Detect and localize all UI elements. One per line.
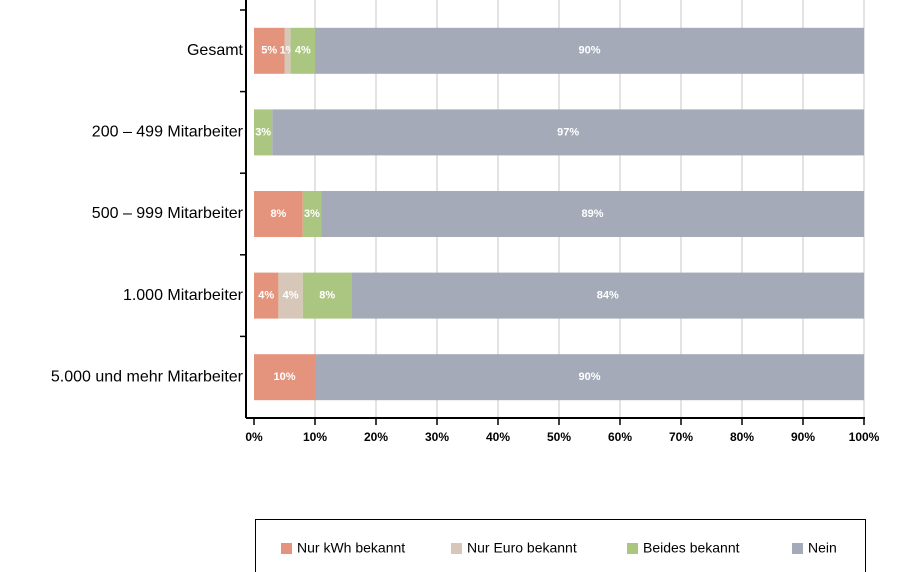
- bar-segment: [351, 272, 865, 319]
- data-label: 90%: [578, 45, 600, 57]
- x-tick-label: 20%: [364, 430, 388, 444]
- data-label: 3%: [304, 208, 320, 220]
- x-tick-label: 90%: [791, 430, 815, 444]
- data-label: 8%: [270, 208, 286, 220]
- x-tick-label: 50%: [547, 430, 571, 444]
- legend-swatch: [792, 543, 803, 554]
- bar-segment: [315, 27, 864, 74]
- data-label: 89%: [582, 208, 604, 220]
- bar-segment: [254, 109, 273, 156]
- legend-swatch: [451, 543, 462, 554]
- bar-segment: [315, 354, 864, 401]
- bar-segment: [278, 272, 303, 319]
- data-label: 4%: [258, 290, 274, 302]
- bar-segment: [254, 354, 315, 401]
- data-label: 5%: [261, 45, 277, 57]
- data-label: 90%: [578, 371, 600, 383]
- bar-segment: [254, 27, 285, 74]
- x-tick-label: 100%: [849, 430, 880, 444]
- y-tick-label: 500 – 999 Mitarbeiter: [92, 205, 244, 222]
- bar-segment: [321, 191, 865, 237]
- bar-segment: [254, 191, 303, 237]
- bar-segment: [302, 191, 322, 237]
- bar-segment: [254, 272, 279, 319]
- data-label: 4%: [295, 45, 311, 57]
- y-tick-label: 5.000 und mehr Mitarbeiter: [51, 368, 244, 385]
- legend-box: [255, 519, 866, 572]
- bar-segment: [290, 27, 315, 74]
- data-label: 10%: [273, 371, 295, 383]
- legend-swatch: [627, 543, 638, 554]
- data-label: 97%: [557, 126, 579, 138]
- bar-segment: [284, 27, 291, 74]
- x-tick-label: 40%: [486, 430, 510, 444]
- data-label: 8%: [319, 290, 335, 302]
- x-tick-label: 80%: [730, 430, 754, 444]
- legend-label: Nur kWh bekannt: [297, 540, 405, 556]
- x-tick-label: 60%: [608, 430, 632, 444]
- x-tick-label: 30%: [425, 430, 449, 444]
- x-tick-label: 10%: [303, 430, 327, 444]
- data-label: 84%: [597, 290, 619, 302]
- bar-segment: [272, 109, 864, 156]
- legend-label: Nein: [808, 540, 837, 556]
- y-tick-label: 1.000 Mitarbeiter: [123, 287, 244, 304]
- x-tick-label: 0%: [245, 430, 263, 444]
- data-label: 3%: [255, 126, 271, 138]
- y-tick-label: 200 – 499 Mitarbeiter: [92, 124, 244, 141]
- data-label: 4%: [283, 290, 299, 302]
- legend-swatch: [281, 543, 292, 554]
- x-tick-label: 70%: [669, 430, 693, 444]
- legend-label: Nur Euro bekannt: [467, 540, 577, 556]
- bar-segment: [302, 272, 352, 319]
- y-tick-label: Gesamt: [187, 42, 244, 59]
- legend-label: Beides bekannt: [643, 540, 740, 556]
